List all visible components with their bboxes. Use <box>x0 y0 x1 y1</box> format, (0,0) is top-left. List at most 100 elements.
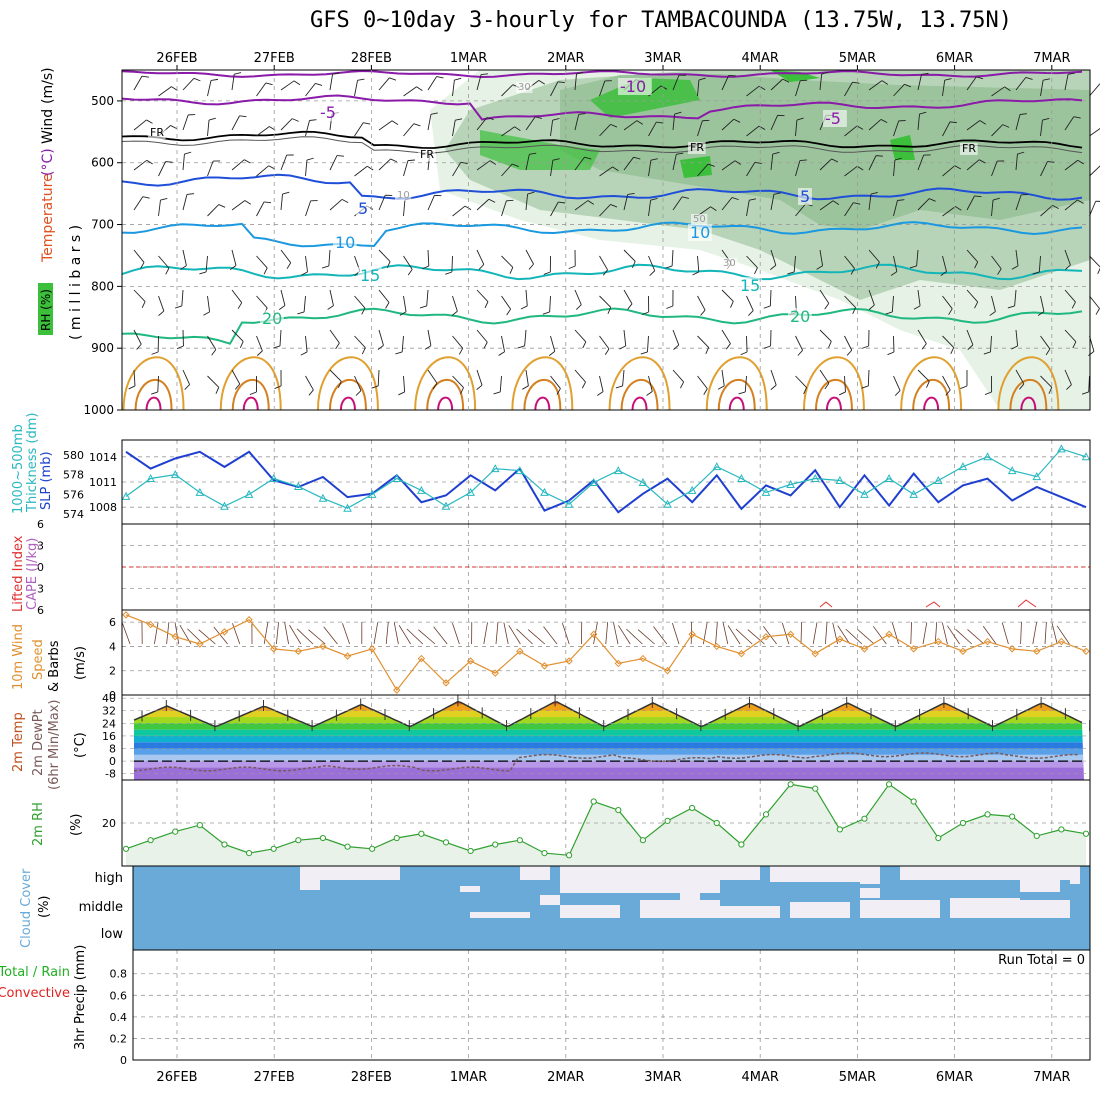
y-tick-label: 800 <box>91 279 114 293</box>
cloud-clear-block <box>770 866 860 882</box>
wind10-barb <box>484 622 488 644</box>
rh2m-point <box>493 842 498 847</box>
wind-barb-flag <box>309 120 316 121</box>
wind-barb-flag <box>378 345 384 349</box>
wind-barb-flag <box>521 306 527 309</box>
wind-barb <box>183 194 187 210</box>
wind10-barb <box>324 627 338 644</box>
pressure-label: ( m i l l i b a r s ) <box>68 225 84 340</box>
rh2m-point <box>123 846 128 851</box>
contour-label: FR <box>420 148 434 161</box>
wind-barb-flag <box>239 116 246 117</box>
temp-contour-25 <box>318 357 378 410</box>
contour-label: 10 <box>335 233 355 252</box>
cloud-level-label: middle <box>79 900 123 915</box>
wind10-speed-label: Speed <box>31 639 46 680</box>
wind-barb <box>624 250 635 261</box>
temp-contour-35 <box>341 398 355 410</box>
contour-label: FR <box>962 142 976 155</box>
temp-contour-35 <box>535 398 549 410</box>
wind-barb <box>452 256 453 272</box>
rh2m-point <box>813 786 818 791</box>
contour-label: 30 <box>723 258 736 269</box>
temp-contour-35 <box>924 398 938 410</box>
wind-barb-flag <box>166 162 173 163</box>
wind-barb <box>134 330 141 344</box>
precip-tick-label: 0.2 <box>110 1032 128 1045</box>
wind-barb <box>355 123 364 136</box>
wind-barb-flag <box>301 352 307 355</box>
wind-barb-flag <box>583 342 586 348</box>
rh2m-point <box>222 842 227 847</box>
wind-barb-flag <box>362 348 365 354</box>
wind-barb <box>698 256 699 272</box>
y-tick-label: 600 <box>91 156 114 170</box>
wind-barb-flag <box>420 306 427 308</box>
contour-label: 5 <box>358 199 368 218</box>
wind-barb-flag <box>171 87 177 91</box>
wind-barb-flag <box>839 392 845 395</box>
wind-barb-flag <box>240 341 243 347</box>
temp-bands <box>134 695 1084 780</box>
rh2m-point <box>690 805 695 810</box>
wind-barb <box>306 376 314 390</box>
cape-label: CAPE (J/kg) <box>25 538 40 610</box>
wind-barb <box>304 296 305 312</box>
wind-barb <box>232 116 239 130</box>
lifted-index-label: Lifted Index <box>11 535 26 612</box>
wind-barb-flag <box>425 346 431 350</box>
wind-barb-flag <box>283 192 290 194</box>
wind-barb-flag <box>417 87 423 91</box>
wind10-barb <box>276 622 278 644</box>
wind-barb-flag <box>582 382 585 388</box>
wind10-barbs-label: & Barbs <box>47 640 62 692</box>
wind-barb <box>257 83 266 96</box>
wind-barb-flag <box>701 310 706 315</box>
wind-barb <box>281 194 283 210</box>
rh2m-point <box>173 829 178 834</box>
date-label-bottom: 2MAR <box>547 1070 584 1085</box>
temp-contour-30 <box>136 380 172 410</box>
wind-barb <box>134 160 147 170</box>
wind-barb-flag <box>408 269 412 275</box>
contour-label: 5 <box>800 187 810 206</box>
wind-barb-flag <box>238 303 242 309</box>
wind-barb <box>159 200 161 216</box>
cloud-clear-block <box>560 905 620 918</box>
date-label-bottom: 5MAR <box>839 1070 876 1085</box>
wind-barb-flag <box>605 349 609 355</box>
date-label-top: 27FEB <box>254 51 295 66</box>
wind-barb-flag <box>408 160 415 161</box>
wind-barb-flag <box>748 311 753 316</box>
wind-barb <box>379 159 391 170</box>
temp-contour-25 <box>512 357 572 410</box>
rh2m-title: 2m RH <box>31 802 46 846</box>
wind-barb-flag <box>129 386 135 389</box>
wind-barb <box>404 376 405 392</box>
wind-barb-flag <box>142 76 149 77</box>
wind10-barb <box>1052 623 1057 644</box>
temp-contour-30 <box>913 380 949 410</box>
wind10-barb <box>618 625 630 644</box>
wind-barb <box>306 83 316 96</box>
wind-barb <box>257 202 265 216</box>
run-total-label: Run Total = 0 <box>998 953 1085 968</box>
wind-barb <box>1090 165 1100 176</box>
rh2m-point <box>640 838 645 843</box>
wind-barb <box>257 166 269 176</box>
wind-barb <box>453 336 463 348</box>
cloud-clear-block <box>540 895 560 905</box>
wind-barb-flag <box>437 77 444 78</box>
rh2m-point <box>862 816 867 821</box>
precip-tick-label: 0.4 <box>110 1011 128 1024</box>
contour-label: 15 <box>360 266 380 285</box>
wind10-barb <box>509 625 521 644</box>
wind-barb-flag <box>297 312 304 314</box>
wind-barb-flag <box>212 350 216 356</box>
wind-barb-flag <box>650 271 655 276</box>
wind-barb <box>550 296 551 312</box>
rh2m-point <box>960 820 965 825</box>
wind-barb <box>404 124 414 136</box>
date-label-bottom: 1MAR <box>450 1070 487 1085</box>
cloud-clear-block <box>860 888 880 898</box>
